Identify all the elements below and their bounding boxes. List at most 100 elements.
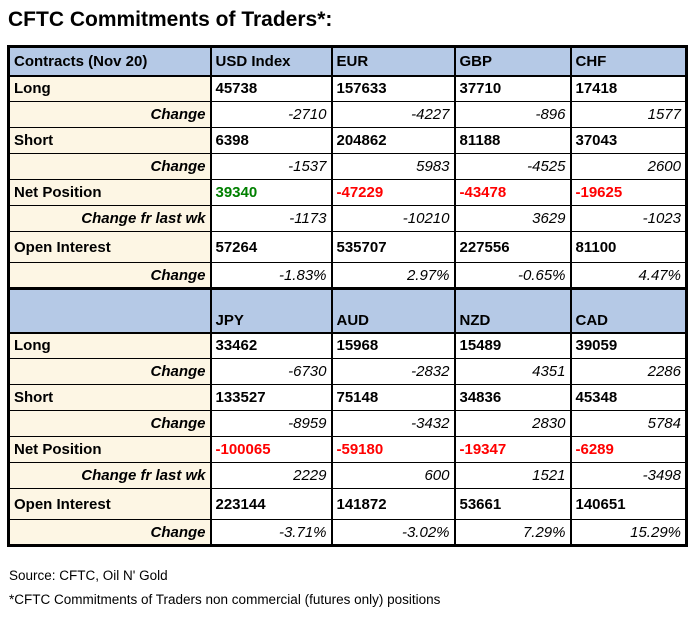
value-cell: 204862	[330, 127, 456, 154]
row-label: Net Position	[7, 436, 212, 463]
row-label: Open Interest	[7, 231, 212, 263]
table-row: Open Interest 57264 535707 227556 81100	[7, 231, 688, 263]
value-cell: 600	[330, 462, 456, 489]
value-cell: 1521	[453, 462, 572, 489]
table-row: Change fr last wk -1173 -10210 3629 -1023	[7, 205, 688, 232]
value-cell: 15968	[330, 332, 456, 359]
value-cell: -59180	[330, 436, 456, 463]
contracts-header-cell: Contracts (Nov 20)	[7, 46, 212, 77]
row-label: Change	[7, 262, 212, 289]
value-cell: 141872	[330, 488, 456, 520]
section-2-header-row: JPY AUD NZD CAD	[7, 287, 688, 334]
value-cell: -0.65%	[453, 262, 572, 289]
value-cell: -43478	[453, 179, 572, 206]
value-cell: -19347	[453, 436, 572, 463]
column-header-aud: AUD	[330, 287, 456, 334]
column-header-chf: CHF	[569, 46, 688, 77]
value-cell: 39059	[569, 332, 688, 359]
source-text: Source: CFTC, Oil N' Gold	[9, 568, 168, 583]
value-cell: 4.47%	[569, 262, 688, 289]
value-cell: 33462	[209, 332, 333, 359]
table-row: Net Position 39340 -47229 -43478 -19625	[7, 179, 688, 206]
value-cell: 39340	[209, 179, 333, 206]
row-label: Change	[7, 101, 212, 128]
table-row: Change fr last wk 2229 600 1521 -3498	[7, 462, 688, 489]
column-header-eur: EUR	[330, 46, 456, 77]
table-row: Change -6730 -2832 4351 2286	[7, 358, 688, 385]
value-cell: -3432	[330, 410, 456, 437]
row-label: Change	[7, 410, 212, 437]
value-cell: 4351	[453, 358, 572, 385]
column-header-usd-index: USD Index	[209, 46, 333, 77]
value-cell: -100065	[209, 436, 333, 463]
value-cell: 15489	[453, 332, 572, 359]
value-cell: 45738	[209, 75, 333, 102]
value-cell: -1.83%	[209, 262, 333, 289]
section-1-header-row: Contracts (Nov 20) USD Index EUR GBP CHF	[7, 46, 688, 77]
page: CFTC Commitments of Traders*: Contracts …	[7, 8, 690, 612]
value-cell: 2600	[569, 153, 688, 180]
value-cell: -10210	[330, 205, 456, 232]
value-cell: 45348	[569, 384, 688, 411]
value-cell: 57264	[209, 231, 333, 263]
table-row: Long 45738 157633 37710 17418	[7, 75, 688, 102]
value-cell: 34836	[453, 384, 572, 411]
value-cell: 75148	[330, 384, 456, 411]
row-label: Change	[7, 519, 212, 546]
value-cell: 2286	[569, 358, 688, 385]
row-label: Open Interest	[7, 488, 212, 520]
value-cell: 81100	[569, 231, 688, 263]
footnote-text: *CFTC Commitments of Traders non commerc…	[9, 592, 441, 607]
value-cell: -3.02%	[330, 519, 456, 546]
table-row: Short 133527 75148 34836 45348	[7, 384, 688, 411]
row-label: Long	[7, 332, 212, 359]
value-cell: 3629	[453, 205, 572, 232]
value-cell: 2.97%	[330, 262, 456, 289]
value-cell: -1023	[569, 205, 688, 232]
value-cell: -3.71%	[209, 519, 333, 546]
value-cell: 81188	[453, 127, 572, 154]
table-row: Change -3.71% -3.02% 7.29% 15.29%	[7, 519, 688, 546]
column-header-gbp: GBP	[453, 46, 572, 77]
column-header-nzd: NZD	[453, 287, 572, 334]
row-label: Change	[7, 358, 212, 385]
value-cell: -6730	[209, 358, 333, 385]
column-header-jpy: JPY	[209, 287, 333, 334]
row-label: Long	[7, 75, 212, 102]
column-header-cad: CAD	[569, 287, 688, 334]
value-cell: 6398	[209, 127, 333, 154]
value-cell: -8959	[209, 410, 333, 437]
footer: Source: CFTC, Oil N' Gold *CFTC Commitme…	[9, 564, 690, 612]
row-label: Short	[7, 127, 212, 154]
value-cell: 133527	[209, 384, 333, 411]
table-row: Net Position -100065 -59180 -19347 -6289	[7, 436, 688, 463]
value-cell: 157633	[330, 75, 456, 102]
value-cell: 17418	[569, 75, 688, 102]
row-label: Change fr last wk	[7, 205, 212, 232]
value-cell: -4525	[453, 153, 572, 180]
table-row: Change -1.83% 2.97% -0.65% 4.47%	[7, 262, 688, 289]
page-title: CFTC Commitments of Traders*:	[8, 8, 333, 31]
value-cell: 1577	[569, 101, 688, 128]
table-row: Open Interest 223144 141872 53661 140651	[7, 488, 688, 520]
value-cell: 227556	[453, 231, 572, 263]
table-row: Change -2710 -4227 -896 1577	[7, 101, 688, 128]
value-cell: 2229	[209, 462, 333, 489]
value-cell: -4227	[330, 101, 456, 128]
value-cell: 15.29%	[569, 519, 688, 546]
table-row: Short 6398 204862 81188 37043	[7, 127, 688, 154]
table-row: Long 33462 15968 15489 39059	[7, 332, 688, 359]
value-cell: -896	[453, 101, 572, 128]
value-cell: 5784	[569, 410, 688, 437]
contracts-header-cell	[7, 287, 212, 334]
value-cell: 2830	[453, 410, 572, 437]
value-cell: 37043	[569, 127, 688, 154]
value-cell: -2710	[209, 101, 333, 128]
row-label: Net Position	[7, 179, 212, 206]
value-cell: 223144	[209, 488, 333, 520]
value-cell: 7.29%	[453, 519, 572, 546]
value-cell: 37710	[453, 75, 572, 102]
value-cell: -3498	[569, 462, 688, 489]
value-cell: -1537	[209, 153, 333, 180]
table-row: Change -1537 5983 -4525 2600	[7, 153, 688, 180]
